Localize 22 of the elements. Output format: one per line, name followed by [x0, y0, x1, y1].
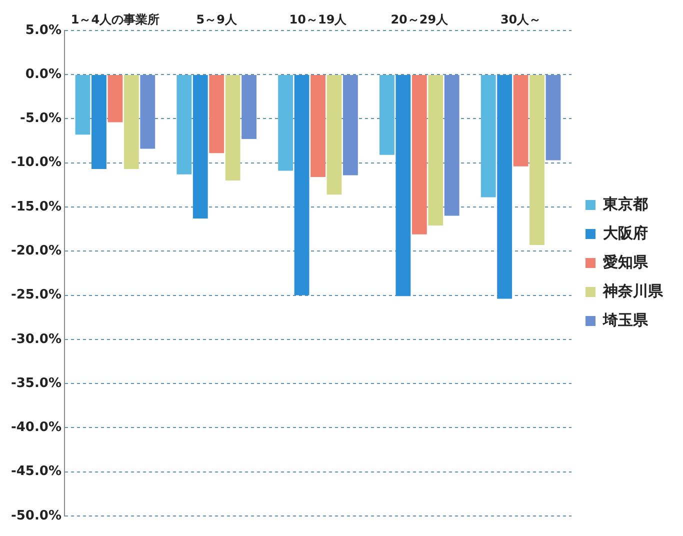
- x-tick-label: 30人～: [500, 12, 542, 26]
- legend-label: 埼玉県: [602, 310, 649, 329]
- x-tick-label: 20～29人: [390, 12, 450, 26]
- y-tick-label: -35.0%: [10, 376, 62, 391]
- y-tick-label: -10.0%: [10, 155, 62, 170]
- y-tick-label: -20.0%: [10, 244, 62, 258]
- y-tick-label: -15.0%: [10, 199, 62, 214]
- legend-label: 神奈川県: [602, 282, 664, 300]
- x-tick-label: 5～9人: [196, 12, 238, 26]
- legend-label: 愛知県: [603, 252, 649, 271]
- y-tick-label: -40.0%: [10, 420, 62, 436]
- y-tick-label: 5.0%: [25, 22, 62, 38]
- y-tick-label: -25.0%: [10, 288, 62, 303]
- legend-label: 東京都: [602, 194, 648, 213]
- x-tick-label: 10～19人: [289, 12, 348, 26]
- y-tick-label: -5.0%: [20, 111, 62, 126]
- x-tick-label: 1～4人の事業所: [70, 12, 160, 26]
- y-tick-label: -45.0%: [10, 464, 62, 480]
- legend-label: 大阪府: [603, 224, 648, 242]
- y-tick-label: -30.0%: [10, 332, 62, 347]
- y-tick-label: -50.0%: [10, 508, 62, 524]
- y-tick-label: 0.0%: [25, 66, 62, 82]
